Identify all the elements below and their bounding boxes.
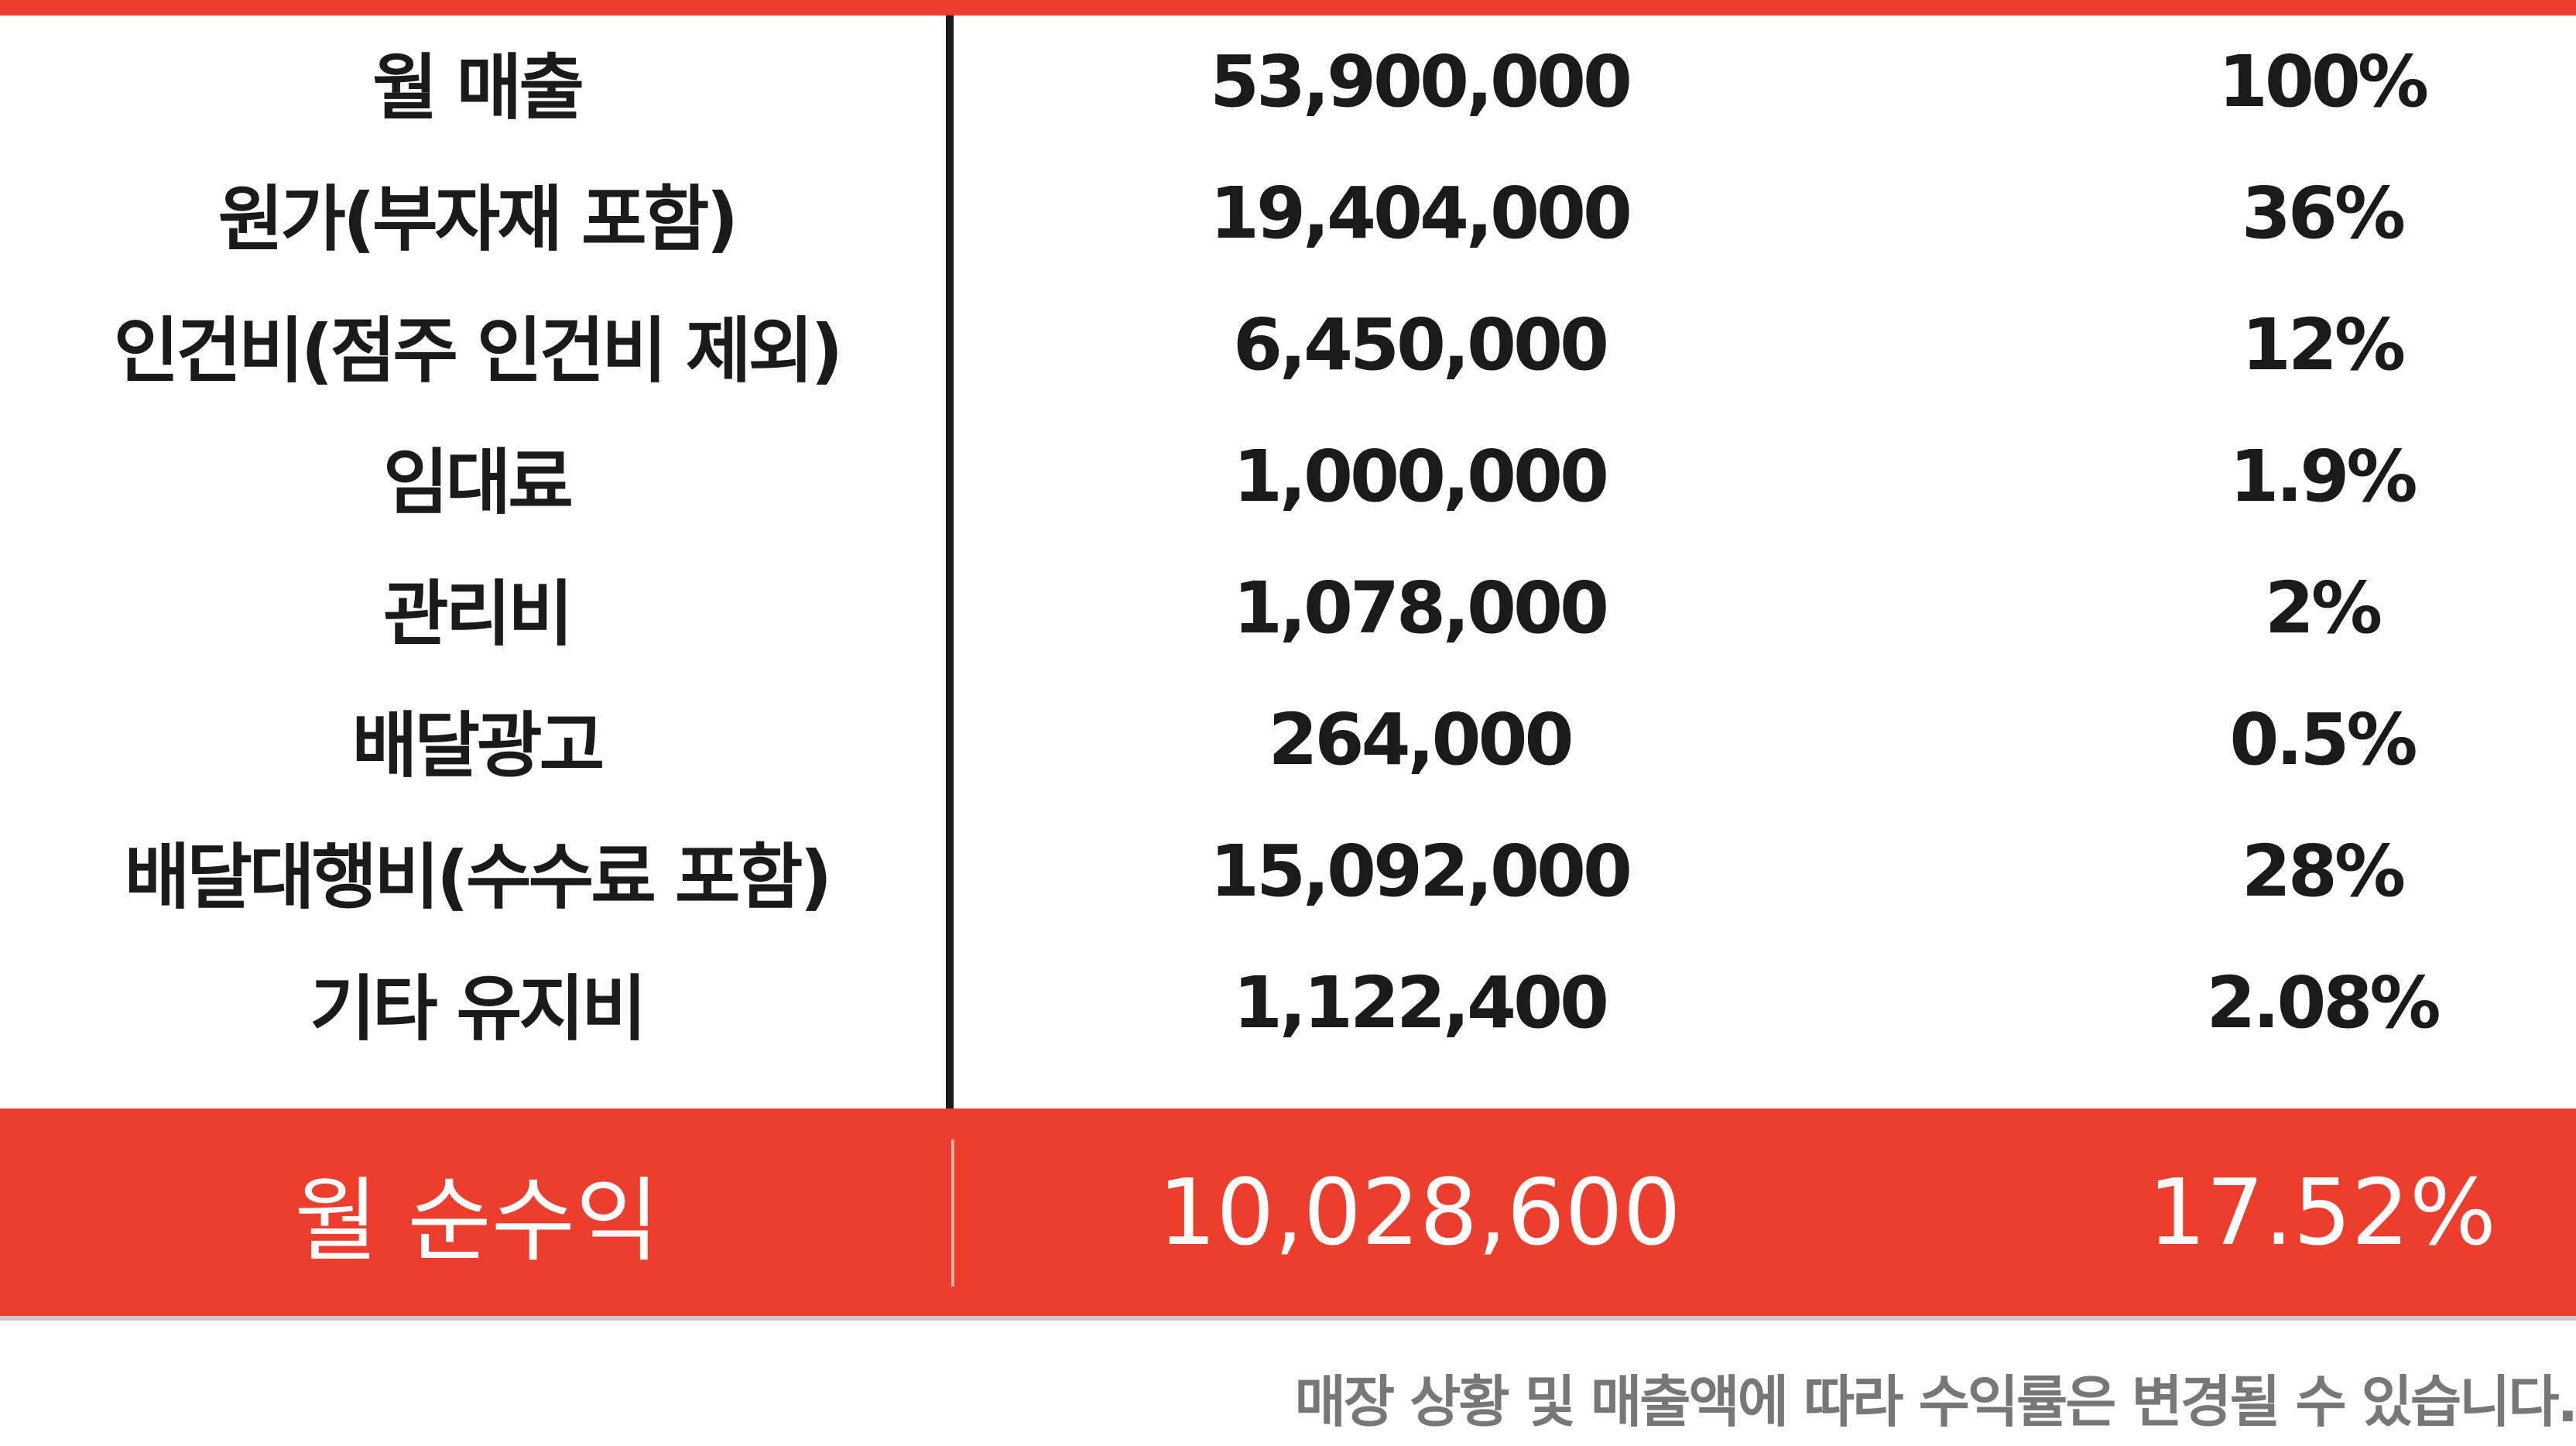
- row-amount: 1,000,000: [1233, 434, 1609, 518]
- row-amount: 15,092,000: [1209, 829, 1632, 913]
- total-row-shadow: [0, 1316, 2576, 1321]
- table-row: 기타 유지비 1,122,400 2.08%: [0, 937, 2576, 1068]
- row-label: 배달대행비(수수료 포함): [124, 835, 833, 919]
- row-amount: 1,122,400: [1233, 961, 1609, 1044]
- row-amount: 1,078,000: [1233, 566, 1609, 649]
- total-column-divider: [951, 1139, 954, 1287]
- table-row: 월 매출 53,900,000 100%: [0, 15, 2576, 147]
- total-amount: 10,028,600: [1158, 1159, 1681, 1266]
- row-ratio: 28%: [2241, 829, 2406, 913]
- total-row: 월 순수익 10,028,600 17.52%: [0, 1108, 2576, 1316]
- total-label: 월 순수익: [294, 1167, 659, 1274]
- total-ratio: 17.52%: [2148, 1159, 2496, 1266]
- table-row: 인건비(점주 인건비 제외) 6,450,000 12%: [0, 279, 2576, 410]
- top-accent-rule: [0, 0, 2576, 15]
- row-ratio: 1.9%: [2229, 434, 2417, 518]
- row-label: 배달광고: [351, 704, 605, 787]
- row-label: 원가(부자재 포함): [218, 177, 739, 261]
- column-divider: [946, 15, 954, 1108]
- table-row: 임대료 1,000,000 1.9%: [0, 410, 2576, 542]
- row-ratio: 2%: [2264, 566, 2382, 649]
- row-amount: 19,404,000: [1209, 171, 1632, 255]
- table-row: 원가(부자재 포함) 19,404,000 36%: [0, 147, 2576, 279]
- row-ratio: 0.5%: [2229, 697, 2417, 781]
- table-row: 배달광고 264,000 0.5%: [0, 673, 2576, 805]
- row-amount: 53,900,000: [1209, 39, 1632, 123]
- table-row: 관리비 1,078,000 2%: [0, 542, 2576, 673]
- row-amount: 6,450,000: [1233, 303, 1609, 386]
- row-label: 관리비: [383, 572, 574, 656]
- row-ratio: 100%: [2218, 39, 2429, 123]
- disclaimer-note: 매장 상황 및 매출액에 따라 수익률은 변경될 수 있습니다.: [1294, 1369, 2576, 1434]
- row-label: 인건비(점주 인건비 제외): [113, 309, 844, 392]
- row-ratio: 36%: [2241, 171, 2406, 255]
- table-row: 배달대행비(수수료 포함) 15,092,000 28%: [0, 805, 2576, 937]
- row-label: 기타 유지비: [310, 967, 646, 1050]
- row-label: 임대료: [383, 440, 574, 524]
- row-amount: 264,000: [1268, 697, 1574, 781]
- row-ratio: 12%: [2241, 303, 2406, 386]
- row-label: 월 매출: [372, 46, 584, 129]
- row-ratio: 2.08%: [2206, 961, 2441, 1044]
